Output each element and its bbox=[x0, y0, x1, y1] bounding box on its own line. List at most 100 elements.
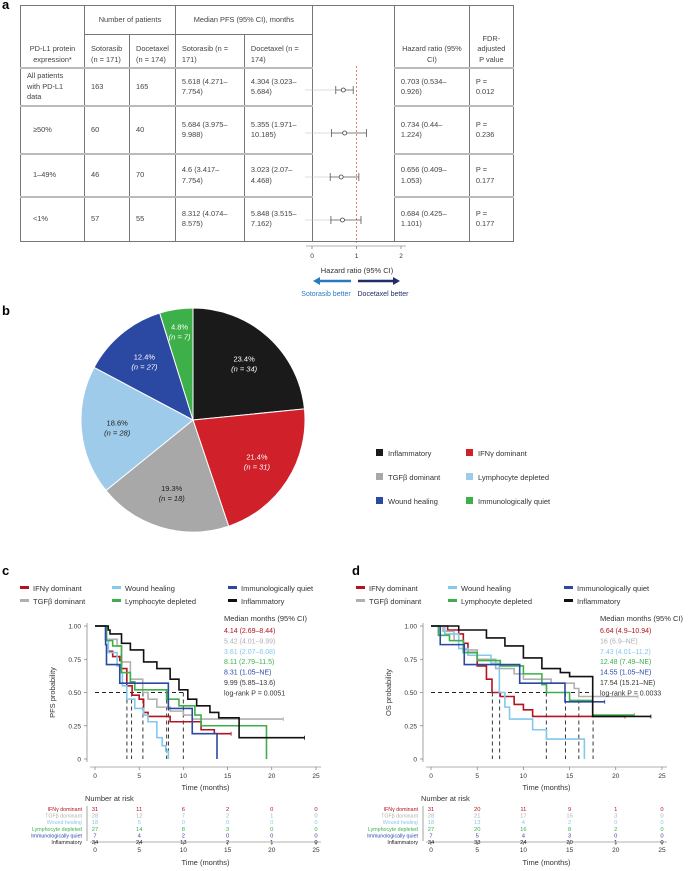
risk-table-title: Number at risk bbox=[85, 794, 134, 803]
legend-swatch bbox=[376, 449, 383, 456]
forest-point bbox=[340, 217, 345, 223]
pdl1-table: PD-L1 protein expression* Number of pati… bbox=[20, 5, 514, 242]
km-median-value: 3.61 (2.07–6.08) bbox=[224, 649, 275, 656]
km-curve-inflammatory bbox=[95, 625, 305, 739]
km-curve-tgf-dominant bbox=[95, 625, 284, 720]
forest-plot-cell bbox=[311, 5, 395, 242]
km-legend-label: Lymphocyte depleted bbox=[461, 597, 532, 606]
km-x-tick-label: 5 bbox=[137, 773, 141, 780]
pie-slice-lymphocyte-depleted bbox=[80, 366, 194, 492]
risk-count: 2 bbox=[182, 833, 185, 839]
pie-slice-percent: 21.4% bbox=[246, 452, 268, 461]
header-p: FDR-adjusted P value bbox=[468, 5, 514, 69]
km-curve-lymphocyte-depleted bbox=[95, 625, 268, 759]
pie-slice-percent: 18.6% bbox=[107, 418, 129, 427]
row-label: All patients with PD-L1 data bbox=[20, 67, 85, 107]
pie-slice-percent: 4.8% bbox=[171, 322, 188, 331]
km-curve-lymphocyte-depleted bbox=[431, 625, 635, 716]
soto-pfs: 5.618 (4.271–7.754) bbox=[174, 67, 245, 107]
km-x-axis-label: Time (months) bbox=[181, 783, 230, 792]
km-legend-label: IFNγ dominant bbox=[33, 584, 83, 593]
doce-pfs: 5.355 (1.971–10.185) bbox=[243, 105, 313, 155]
arrow-right-icon bbox=[358, 277, 400, 285]
km-y-tick-label: 1.00 bbox=[68, 624, 81, 631]
risk-x-tick-label: 15 bbox=[224, 847, 232, 854]
km-legend-label: Wound healing bbox=[461, 584, 511, 593]
pie-legend-label: TGFβ dominant bbox=[388, 473, 441, 482]
risk-x-tick-label: 5 bbox=[475, 847, 479, 854]
km-legend-swatch bbox=[448, 586, 457, 589]
risk-count: 16 bbox=[520, 827, 526, 833]
risk-row-label: IFNγ dominant bbox=[384, 807, 419, 813]
km-curve-immunologically-quiet bbox=[95, 625, 218, 759]
pie-slice-n: (n = 7) bbox=[169, 332, 191, 341]
risk-count: 12 bbox=[136, 814, 142, 820]
risk-row-label: Inflammatory bbox=[387, 840, 418, 846]
risk-x-tick-label: 25 bbox=[658, 847, 666, 854]
risk-count: 9 bbox=[568, 807, 571, 813]
risk-count: 0 bbox=[660, 814, 663, 820]
km-median-value: 17.54 (15.21–NE) bbox=[600, 680, 655, 687]
km-logrank-p: log-rank P = 0.0033 bbox=[600, 690, 661, 697]
km-median-value: 7.43 (4.01–11.2) bbox=[600, 649, 651, 656]
panel-label-d: d bbox=[352, 563, 360, 578]
km-legend-label: Wound healing bbox=[125, 584, 175, 593]
risk-count: 4 bbox=[138, 833, 142, 839]
pie-legend-label: Immunologically quiet bbox=[478, 497, 551, 506]
km-legend-label: Inflammatory bbox=[241, 597, 285, 606]
km-x-tick-label: 15 bbox=[224, 773, 232, 780]
legend-swatch bbox=[466, 497, 473, 504]
risk-count: 15 bbox=[566, 814, 572, 820]
legend-swatch bbox=[466, 449, 473, 456]
risk-count: 24 bbox=[136, 840, 143, 846]
risk-count: 2 bbox=[568, 820, 571, 826]
km-median-header: Median months (95% CI) bbox=[224, 614, 307, 623]
risk-count: 21 bbox=[474, 814, 480, 820]
risk-count: 0 bbox=[270, 807, 273, 813]
pie-slice-percent: 19.3% bbox=[161, 484, 183, 493]
km-y-tick-label: 0.75 bbox=[68, 657, 81, 664]
risk-count: 0 bbox=[314, 820, 317, 826]
forest-tick-label: 2 bbox=[399, 253, 403, 260]
risk-row-label: IFNγ dominant bbox=[48, 807, 83, 813]
arrow-left-icon bbox=[313, 277, 351, 285]
risk-count: 3 bbox=[614, 814, 617, 820]
legend-swatch bbox=[466, 473, 473, 480]
risk-count: 0 bbox=[314, 833, 317, 839]
risk-count: 0 bbox=[660, 827, 663, 833]
risk-count: 27 bbox=[92, 827, 98, 833]
risk-count: 20 bbox=[474, 827, 480, 833]
risk-x-tick-label: 10 bbox=[180, 847, 188, 854]
km-x-tick-label: 10 bbox=[520, 773, 528, 780]
risk-count: 0 bbox=[270, 833, 273, 839]
risk-count: 2 bbox=[614, 827, 617, 833]
sotorasib-better-label: Sotorasib better bbox=[301, 291, 351, 298]
km-legend-label: Lymphocyte depleted bbox=[125, 597, 196, 606]
km-legend-swatch bbox=[20, 586, 29, 589]
soto-n: 46 bbox=[84, 153, 130, 198]
risk-x-tick-label: 20 bbox=[612, 847, 620, 854]
risk-count: 5 bbox=[476, 833, 479, 839]
header-hr: Hazard ratio (95% CI) bbox=[393, 5, 470, 69]
km-median-value: 8.31 (1.05–NE) bbox=[224, 670, 271, 677]
forest-tick-label: 0 bbox=[310, 253, 314, 260]
pie-legend-label: IFNγ dominant bbox=[478, 449, 528, 458]
km-median-header: Median months (95% CI) bbox=[600, 614, 683, 623]
risk-count: 2 bbox=[226, 814, 229, 820]
risk-count: 11 bbox=[520, 807, 526, 813]
risk-count: 0 bbox=[614, 820, 617, 826]
km-x-tick-label: 20 bbox=[612, 773, 620, 780]
km-x-tick-label: 15 bbox=[566, 773, 574, 780]
risk-row-label: Inflammatory bbox=[51, 840, 82, 846]
legend-swatch bbox=[376, 473, 383, 480]
km-x-tick-label: 25 bbox=[312, 773, 320, 780]
risk-count: 1 bbox=[270, 814, 273, 820]
risk-x-axis-label: Time (months) bbox=[181, 858, 230, 867]
risk-count: 0 bbox=[660, 807, 663, 813]
p-value: P = 0.236 bbox=[468, 105, 514, 155]
pie-slice-ifn-dominant bbox=[192, 408, 306, 527]
km-x-tick-label: 0 bbox=[429, 773, 433, 780]
km-legend-label: Immunologically quiet bbox=[577, 584, 650, 593]
km-median-value: 4.14 (2.69–8.44) bbox=[224, 628, 275, 635]
